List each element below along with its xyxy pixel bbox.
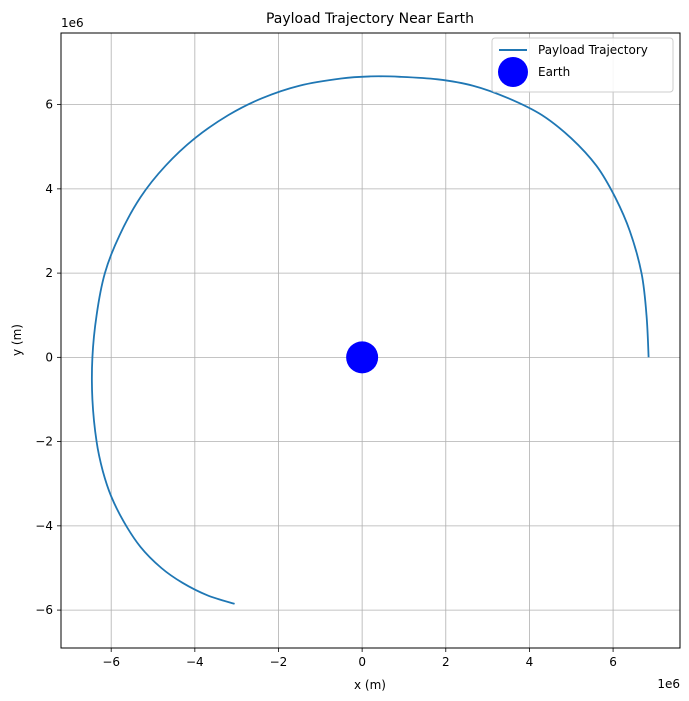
x-tick-label: 2	[442, 655, 450, 669]
y-axis-label: y (m)	[10, 324, 24, 356]
y-tick-label: 6	[45, 98, 53, 112]
y-tick-label: −4	[35, 519, 53, 533]
y-tick-label: −2	[35, 435, 53, 449]
legend-label-trajectory: Payload Trajectory	[538, 43, 648, 57]
legend-swatch-earth	[498, 57, 528, 87]
x-tick-label: −2	[270, 655, 288, 669]
payload-trajectory-line	[90, 75, 650, 605]
x-axis-label: x (m)	[354, 678, 386, 692]
legend-frame	[491, 37, 674, 93]
chart-title: Payload Trajectory Near Earth	[266, 11, 474, 27]
axis-ticks: −6 −4 −2 0 2 4 6 −6 −4 −2 0 2 4 6	[35, 98, 617, 669]
x-tick-label: 4	[526, 655, 534, 669]
y-tick-label: 0	[45, 350, 53, 364]
grid	[61, 33, 680, 648]
y-tick-label: 4	[45, 182, 53, 196]
earth-marker	[346, 341, 379, 374]
plot-series	[90, 75, 650, 605]
x-tick-label: 6	[609, 655, 617, 669]
x-tick-label: −4	[186, 655, 204, 669]
plot-area-frame	[60, 32, 681, 649]
y-offset-label: 1e6	[61, 16, 84, 30]
x-offset-label: 1e6	[657, 677, 680, 691]
x-tick-label: −6	[102, 655, 120, 669]
legend: Payload Trajectory Earth	[491, 37, 674, 93]
legend-label-earth: Earth	[538, 65, 570, 79]
x-tick-label: 0	[358, 655, 366, 669]
y-tick-label: 2	[45, 266, 53, 280]
y-tick-label: −6	[35, 603, 53, 617]
